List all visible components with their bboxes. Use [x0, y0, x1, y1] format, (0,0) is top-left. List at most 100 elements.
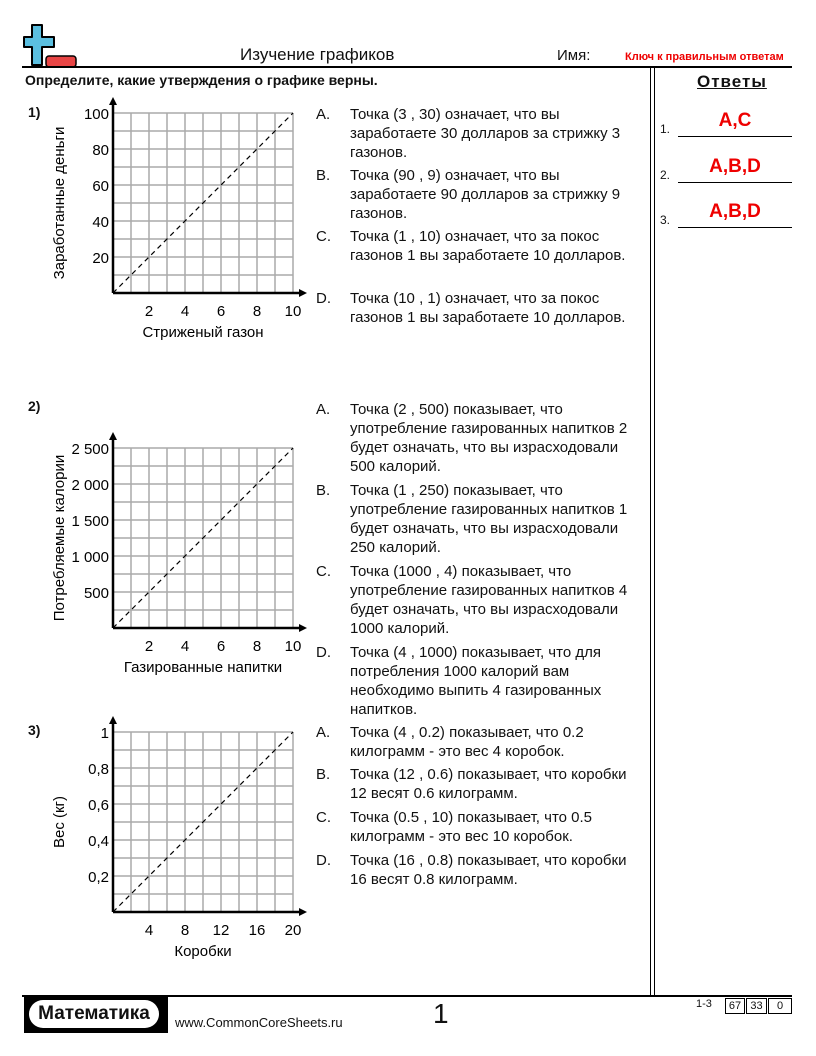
- answer-number: 1.: [660, 122, 671, 136]
- score-box: 67: [725, 998, 745, 1014]
- problem-range: 1-3: [696, 998, 712, 1010]
- y-axis-label: Заработанные деньги: [51, 127, 68, 280]
- x-tick-label: 10: [285, 638, 302, 655]
- answer-row: 3. A,B,D: [660, 201, 792, 228]
- x-tick-label: 6: [217, 638, 225, 655]
- statement-d: D. Точка (10 , 1) означает, что за покос …: [316, 289, 633, 327]
- statement-text: Точка (2 , 500) показывает, что употребл…: [350, 401, 628, 475]
- y-tick-label: 1 500: [71, 513, 109, 530]
- answer-row: 1. A,C: [660, 110, 792, 137]
- statement-label: D.: [316, 290, 331, 307]
- answer-number: 2.: [660, 168, 671, 182]
- instructions: Определите, какие утверждения о графике …: [25, 72, 378, 88]
- x-tick-label: 12: [213, 922, 230, 939]
- header-divider: [22, 66, 792, 68]
- statement-a: A. Точка (4 , 0.2) показывает, что 0.2 ки…: [316, 723, 633, 761]
- statement-text: Точка (16 , 0.8) показывает, что коробки…: [350, 852, 627, 888]
- statement-label: A.: [316, 106, 331, 123]
- statement-label: D.: [316, 644, 331, 661]
- brand-name: Математика: [29, 1000, 159, 1028]
- statement-text: Точка (0.5 , 10) показывает, что 0.5 кил…: [350, 809, 593, 845]
- statement-text: Точка (10 , 1) означает, что за покос га…: [350, 290, 626, 326]
- y-tick-label: 2 000: [71, 477, 109, 494]
- y-tick-label: 100: [84, 106, 109, 123]
- x-axis-arrow-icon: [299, 908, 307, 916]
- statement-text: Точка (3 , 30) означает, что вы заработа…: [350, 106, 621, 161]
- y-tick-label: 500: [84, 585, 109, 602]
- statement-label: C.: [316, 563, 331, 580]
- y-axis-label: Вес (кг): [51, 796, 68, 848]
- score-box: 0: [768, 998, 792, 1014]
- x-axis-label: Стриженый газон: [142, 324, 263, 341]
- y-axis-arrow-icon: [109, 97, 117, 105]
- y-axis-label: Потребляемые калории: [51, 455, 68, 622]
- answer-value: A,C: [718, 110, 752, 131]
- statement-c: C. Точка (1000 , 4) показывает, что употр…: [316, 562, 633, 638]
- graph-3: 4 8 12 16 20 0,2 0,4 0,6 0,8 1 Коробки Вес (кг): [51, 716, 307, 960]
- x-tick-label: 8: [253, 303, 261, 320]
- data-line: [112, 731, 294, 913]
- statement-label: B.: [316, 167, 331, 184]
- x-axis-label: Коробки: [174, 943, 231, 960]
- statement-c: C. Точка (1 , 10) означает, что за покос …: [316, 227, 633, 265]
- statement-a: A. Точка (3 , 30) означает, что вы зарабо…: [316, 105, 633, 162]
- name-label: Имя:: [557, 47, 591, 64]
- answer-key-label: Ключ к правильным ответам: [625, 51, 784, 63]
- question-number: 3): [28, 722, 41, 738]
- data-line: [112, 447, 294, 629]
- y-tick-label: 0,6: [88, 797, 109, 814]
- answer-number: 3.: [660, 213, 671, 227]
- page-number: 1: [433, 998, 449, 1029]
- x-tick-label: 10: [285, 303, 302, 320]
- statement-text: Точка (90 , 9) означает, что вы заработа…: [350, 167, 621, 222]
- answer-value: A,B,D: [709, 156, 761, 177]
- x-tick-label: 8: [181, 922, 189, 939]
- logo-plus-minus-icon: [23, 24, 77, 68]
- x-tick-label: 20: [285, 922, 302, 939]
- statement-label: D.: [316, 852, 331, 869]
- x-tick-label: 2: [145, 638, 153, 655]
- statement-label: C.: [316, 228, 331, 245]
- x-tick-label: 4: [145, 922, 153, 939]
- statement-b: B. Точка (12 , 0.6) показывает, что короб…: [316, 765, 633, 803]
- statement-d: D. Точка (4 , 1000) показывает, что для п…: [316, 643, 633, 719]
- answers-column-divider: [650, 67, 651, 996]
- statement-text: Точка (4 , 1000) показывает, что для пот…: [350, 644, 602, 718]
- footer-divider: [22, 995, 792, 997]
- x-tick-label: 4: [181, 303, 189, 320]
- statement-label: B.: [316, 482, 331, 499]
- question-number: 1): [28, 104, 41, 120]
- y-tick-label: 0,4: [88, 833, 109, 850]
- answers-heading: Ответы: [697, 72, 767, 91]
- y-tick-label: 20: [92, 250, 109, 267]
- y-axis-arrow-icon: [109, 716, 117, 724]
- x-tick-label: 2: [145, 303, 153, 320]
- statement-text: Точка (12 , 0.6) показывает, что коробки…: [350, 766, 627, 802]
- statement-text: Точка (4 , 0.2) показывает, что 0.2 кило…: [350, 724, 584, 760]
- y-tick-label: 2 500: [71, 441, 109, 458]
- x-axis-label: Газированные напитки: [124, 659, 282, 676]
- x-axis-arrow-icon: [299, 289, 307, 297]
- data-line: [112, 112, 294, 294]
- site-url: www.CommonCoreSheets.ru: [175, 1015, 343, 1030]
- graph-2: 2 4 6 8 10 500 1 000 1 500 2 000 2 500 Газированны…: [51, 432, 307, 676]
- worksheet-title: Изучение графиков: [240, 45, 395, 64]
- statement-b: B. Точка (1 , 250) показывает, что употре…: [316, 481, 633, 557]
- x-tick-label: 16: [249, 922, 266, 939]
- x-tick-label: 4: [181, 638, 189, 655]
- statement-label: C.: [316, 809, 331, 826]
- x-tick-label: 6: [217, 303, 225, 320]
- statement-text: Точка (1 , 250) показывает, что употребл…: [350, 482, 628, 556]
- answer-row: 2. A,B,D: [660, 156, 792, 183]
- y-tick-label: 40: [92, 214, 109, 231]
- statement-text: Точка (1 , 10) означает, что за покос га…: [350, 228, 626, 264]
- statement-text: Точка (1000 , 4) показывает, что употреб…: [350, 563, 628, 637]
- y-tick-label: 1: [101, 725, 109, 742]
- y-tick-label: 0,8: [88, 761, 109, 778]
- question-number: 2): [28, 398, 41, 414]
- statement-b: B. Точка (90 , 9) означает, что вы зарабо…: [316, 166, 633, 223]
- y-tick-label: 0,2: [88, 869, 109, 886]
- x-tick-label: 8: [253, 638, 261, 655]
- y-axis-arrow-icon: [109, 432, 117, 440]
